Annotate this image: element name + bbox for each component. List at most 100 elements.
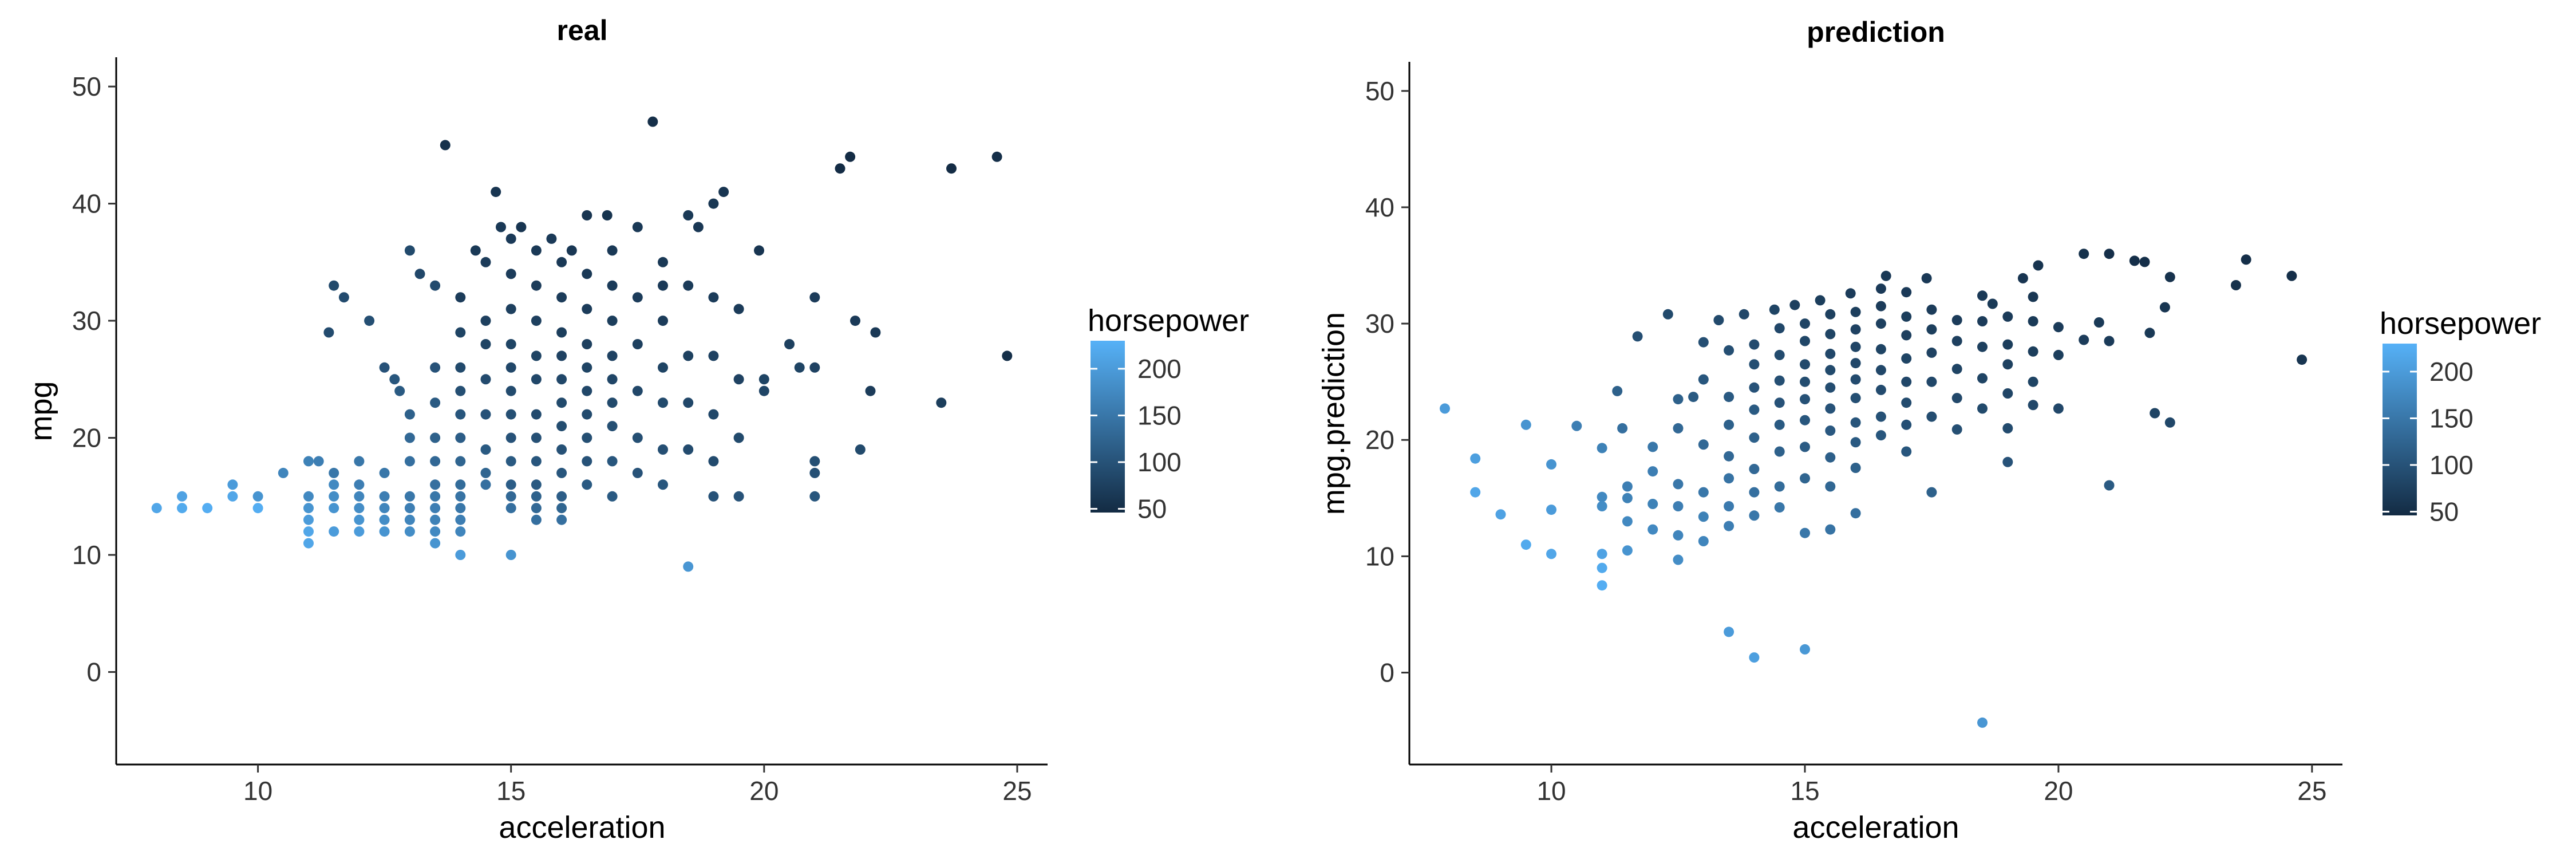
data-point [531, 479, 542, 490]
data-point [455, 491, 466, 502]
data-point [303, 538, 314, 549]
data-point [658, 397, 668, 408]
data-point [354, 526, 365, 537]
data-point [1815, 295, 1826, 306]
legend-horsepower-real: horsepower 50 100 150 200 [1088, 304, 1249, 523]
data-point [1800, 473, 1810, 484]
data-point [632, 432, 643, 443]
legend-horsepower-prediction: horsepower 50 100 150 200 [2380, 306, 2541, 526]
data-point [1597, 580, 1607, 591]
data-point [809, 362, 820, 373]
data-point [404, 514, 415, 525]
data-point [1673, 501, 1684, 511]
data-point [1698, 374, 1709, 385]
data-point [607, 350, 618, 361]
data-points [151, 116, 1013, 572]
x-axis-ticks: 10 15 20 25 [1536, 765, 2326, 806]
data-point [1977, 316, 1988, 326]
x-axis-label: acceleration [1792, 810, 1959, 845]
data-point [394, 385, 405, 396]
data-point [2297, 354, 2308, 365]
data-point [1002, 350, 1013, 361]
data-point [1647, 442, 1658, 452]
data-point [1749, 487, 1760, 498]
data-point [430, 503, 441, 514]
x-tick-label: 10 [243, 776, 272, 806]
data-point [329, 526, 339, 537]
data-point [177, 503, 187, 514]
data-point [658, 444, 668, 455]
data-point [379, 491, 390, 502]
data-point [1597, 562, 1607, 573]
data-point [1597, 491, 1607, 502]
data-point [1546, 459, 1556, 470]
data-point [505, 491, 516, 502]
data-point [480, 257, 491, 267]
data-point [404, 503, 415, 514]
data-point [556, 374, 567, 385]
data-point [303, 456, 314, 467]
data-point [1875, 318, 1886, 329]
data-point [480, 316, 491, 326]
data-point [491, 187, 501, 198]
data-point [784, 339, 795, 349]
data-point [870, 327, 881, 338]
data-point [1774, 375, 1785, 386]
data-point [1850, 374, 1861, 385]
data-point [389, 374, 400, 385]
data-point [455, 327, 466, 338]
data-point [2104, 480, 2115, 491]
data-point [2129, 255, 2140, 266]
data-point [1825, 452, 1836, 463]
legend-tick-label: 200 [2429, 357, 2474, 387]
data-point [252, 503, 263, 514]
data-point [556, 350, 567, 361]
data-point [505, 385, 516, 396]
data-point [1739, 309, 1749, 320]
data-point [278, 467, 289, 478]
data-point [582, 339, 592, 349]
data-point [1698, 511, 1709, 522]
data-point [683, 210, 694, 220]
data-point [1926, 487, 1937, 498]
data-point [1901, 311, 1912, 322]
data-point [683, 280, 694, 291]
data-point [531, 374, 542, 385]
data-point [1724, 451, 1735, 462]
data-point [379, 362, 390, 373]
data-point [1724, 392, 1735, 403]
data-point [1673, 530, 1684, 541]
data-point [480, 467, 491, 478]
data-point [364, 316, 375, 326]
data-point [1850, 393, 1861, 404]
data-point [2002, 456, 2013, 467]
data-point [404, 245, 415, 256]
data-point [430, 280, 441, 291]
data-point [354, 456, 365, 467]
x-tick-label: 20 [749, 776, 779, 806]
data-point [1875, 301, 1886, 312]
data-point [430, 397, 441, 408]
data-point [2028, 346, 2038, 357]
data-point [531, 316, 542, 326]
data-point [354, 479, 365, 490]
data-point [505, 479, 516, 490]
data-point [2028, 291, 2038, 302]
data-point [733, 491, 744, 502]
data-point [1495, 509, 1506, 520]
data-point [850, 316, 860, 326]
data-point [480, 374, 491, 385]
data-point [1470, 453, 1481, 464]
data-point [607, 456, 618, 467]
data-point [1875, 365, 1886, 376]
data-point [329, 467, 339, 478]
data-point [647, 116, 658, 127]
data-point [1622, 516, 1633, 527]
data-point [455, 385, 466, 396]
y-tick-label: 30 [72, 306, 101, 336]
data-point [2028, 376, 2038, 387]
legend-tick-label: 50 [2429, 497, 2459, 526]
data-point [1724, 626, 1735, 637]
data-point [1825, 309, 1836, 320]
data-point [496, 222, 506, 233]
